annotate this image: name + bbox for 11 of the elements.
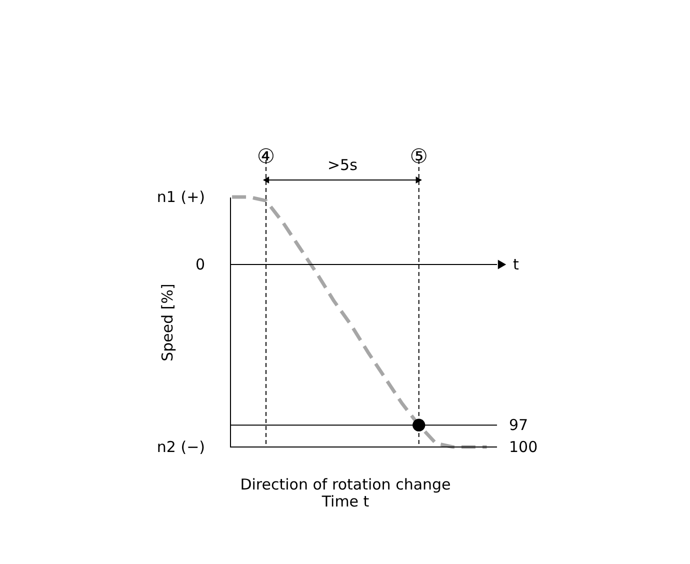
- x-axis-title: Direction of rotation change Time t: [240, 476, 451, 510]
- text: ⑤: [410, 144, 428, 168]
- text: t: [513, 256, 519, 274]
- text: 97: [509, 416, 528, 434]
- text: ④: [257, 144, 275, 168]
- text: 0: [195, 256, 205, 274]
- text: 100: [509, 438, 538, 456]
- text: n2 (−): [156, 438, 205, 456]
- y-axis-title: Speed [%]: [158, 284, 176, 362]
- text: n1 (+): [156, 188, 205, 206]
- text: >5s: [327, 156, 358, 174]
